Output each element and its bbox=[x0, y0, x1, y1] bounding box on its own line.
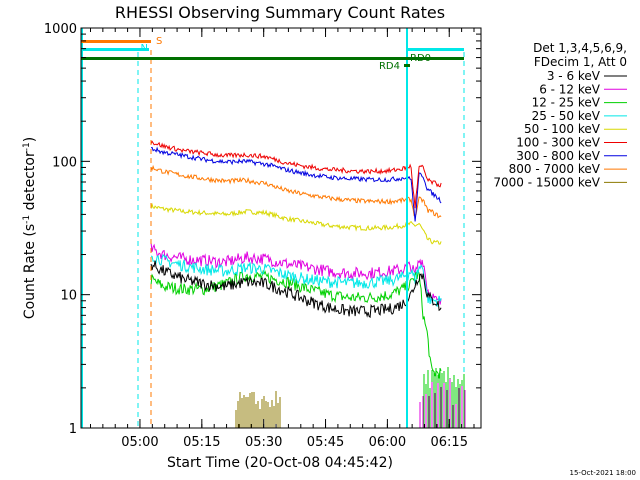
legend-label: 25 - 50 keV bbox=[532, 109, 601, 123]
rd4-label: RD4 bbox=[379, 61, 400, 72]
y-tick-label: 10 bbox=[60, 289, 77, 304]
plot-frame bbox=[80, 27, 482, 429]
y-tick-label: 1000 bbox=[44, 22, 77, 37]
footer-timestamp: 15-Oct-2021 18:00 bbox=[570, 469, 636, 477]
saa-label: S bbox=[156, 36, 162, 47]
y-axis-label: Count Rate (s-1 detector-1) bbox=[22, 137, 38, 319]
rd0-label: RD0 bbox=[410, 53, 431, 64]
legend-header-line-2: FDecim 1, Att 0 bbox=[534, 55, 627, 69]
night-bar-left bbox=[81, 48, 149, 51]
plot-lines bbox=[150, 140, 442, 379]
legend-label: 12 - 25 keV bbox=[532, 96, 601, 110]
series-line-2 bbox=[150, 269, 442, 379]
x-axis-label: Start Time (20-Oct-08 04:45:42) bbox=[167, 455, 393, 471]
y-tick-label: 100 bbox=[52, 155, 77, 170]
decimation-bar bbox=[81, 57, 464, 60]
x-tick-label: 05:30 bbox=[245, 435, 282, 450]
series-line-7 bbox=[150, 164, 442, 219]
series-line-6 bbox=[151, 146, 442, 222]
x-tick-label: 05:45 bbox=[307, 435, 344, 450]
saa-bar bbox=[81, 40, 151, 43]
x-tick-label: 06:00 bbox=[369, 435, 406, 450]
series-line-4 bbox=[150, 202, 442, 245]
legend-label: 3 - 6 keV bbox=[547, 69, 601, 83]
x-tick-label: 05:00 bbox=[121, 435, 158, 450]
legend-label: 100 - 300 keV bbox=[516, 136, 600, 150]
series-line-1 bbox=[150, 243, 442, 305]
legend-label: 7000 - 15000 keV bbox=[493, 175, 600, 189]
night-bar-right bbox=[407, 48, 464, 51]
legend-label: 300 - 800 keV bbox=[516, 149, 600, 163]
y-axis: 1 10 100 1000 bbox=[44, 22, 481, 437]
y-tick-label: 1 bbox=[69, 422, 77, 437]
rd4-bar bbox=[404, 64, 410, 67]
night-label: N bbox=[141, 43, 148, 54]
legend-label: 800 - 7000 keV bbox=[509, 162, 601, 176]
chart-title: RHESSI Observing Summary Count Rates bbox=[115, 3, 445, 22]
legend-header-line-1: Det 1,3,4,5,6,9, bbox=[533, 41, 627, 55]
overlay-bars: SN RD0 RD4 bbox=[81, 28, 466, 428]
series-line-3 bbox=[150, 253, 442, 307]
legend-label: 6 - 12 keV bbox=[539, 82, 601, 96]
x-tick-label: 06:15 bbox=[431, 435, 468, 450]
x-axis: 05:00 05:15 05:30 05:45 06:00 06:15 bbox=[89, 28, 475, 450]
x-tick-label: 05:15 bbox=[183, 435, 220, 450]
series-line-5 bbox=[150, 140, 442, 209]
legend-label: 50 - 100 keV bbox=[524, 122, 601, 136]
series-line-0 bbox=[150, 260, 442, 319]
